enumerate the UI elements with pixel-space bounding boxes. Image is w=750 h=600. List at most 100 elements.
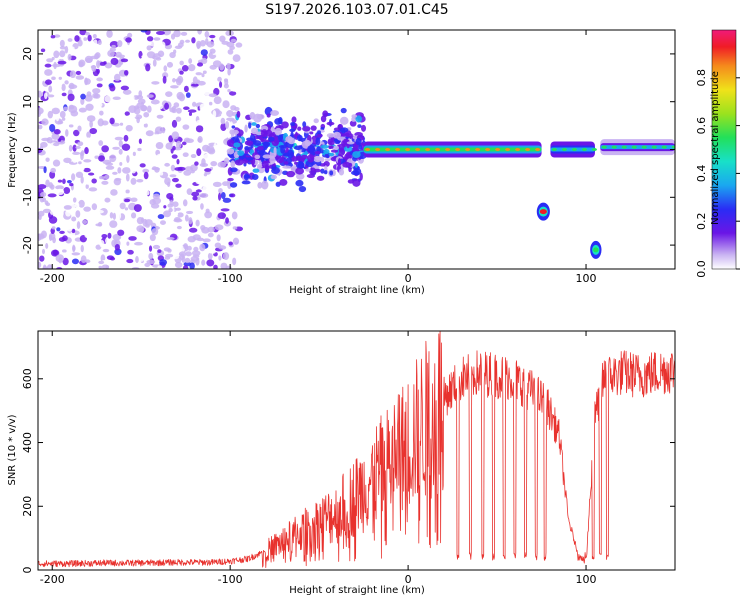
noise-blob bbox=[78, 199, 85, 208]
noise-blob bbox=[171, 112, 177, 118]
noise-blob bbox=[63, 161, 71, 169]
noise-blob bbox=[206, 259, 215, 267]
colorbar-tick-label: 0.4 bbox=[695, 165, 708, 183]
line-peak bbox=[385, 148, 391, 151]
band-blob bbox=[320, 115, 327, 123]
noise-blob bbox=[165, 142, 174, 150]
line-peak bbox=[425, 148, 431, 151]
noise-blob bbox=[229, 193, 236, 198]
noise-blob bbox=[92, 88, 101, 94]
noise-blob bbox=[105, 165, 115, 170]
noise-blob bbox=[218, 255, 222, 261]
band-blob bbox=[270, 174, 277, 180]
y-tick-label: 0 bbox=[21, 567, 34, 574]
noise-blob bbox=[207, 148, 216, 155]
line-peak bbox=[581, 148, 587, 151]
noise-blob bbox=[39, 255, 45, 262]
x-tick-label: -100 bbox=[218, 272, 243, 285]
noise-blob bbox=[74, 165, 80, 172]
noise-blob bbox=[139, 163, 146, 168]
noise-blob bbox=[199, 39, 206, 47]
noise-blob bbox=[73, 129, 80, 137]
noise-blob bbox=[46, 58, 54, 63]
band-blob bbox=[289, 128, 296, 132]
noise-blob bbox=[177, 212, 184, 218]
noise-blob bbox=[153, 37, 161, 41]
band-blob bbox=[352, 178, 361, 187]
noise-blob bbox=[182, 124, 190, 130]
band-blob bbox=[315, 137, 321, 146]
snr-y-ticks: 0 200 400 600 bbox=[21, 368, 675, 574]
band-blob bbox=[237, 150, 245, 156]
band-blob bbox=[354, 162, 358, 168]
noise-blob bbox=[166, 236, 175, 241]
noise-blob bbox=[183, 85, 189, 93]
band-blob bbox=[273, 146, 277, 156]
band-blob bbox=[355, 115, 362, 123]
noise-blob bbox=[126, 115, 136, 119]
noise-blob bbox=[53, 50, 60, 59]
noise-blob bbox=[38, 210, 45, 217]
noise-blob bbox=[195, 125, 204, 133]
line-peak bbox=[415, 148, 421, 151]
noise-blob bbox=[102, 248, 110, 253]
band-blob bbox=[232, 136, 240, 143]
noise-blob bbox=[140, 105, 148, 112]
noise-blob bbox=[124, 111, 130, 116]
noise-blob bbox=[179, 60, 184, 66]
noise-blob bbox=[161, 187, 166, 194]
noise-blob bbox=[184, 166, 194, 172]
band-blob bbox=[323, 148, 330, 155]
line-peak bbox=[601, 145, 607, 149]
noise-blob bbox=[207, 232, 214, 238]
noise-blob bbox=[179, 39, 185, 45]
noise-blob bbox=[127, 32, 133, 38]
band-blob bbox=[340, 107, 347, 114]
spectrogram-x-axis-label: Height of straight line (km) bbox=[289, 285, 425, 296]
y-tick-label: 0 bbox=[21, 146, 34, 153]
noise-blob bbox=[173, 30, 181, 38]
noise-blob bbox=[195, 257, 200, 266]
band-blob bbox=[357, 124, 362, 128]
line-peak bbox=[631, 145, 637, 149]
snr-x-axis-label: Height of straight line (km) bbox=[289, 585, 425, 596]
noise-blob bbox=[216, 234, 221, 242]
noise-blob bbox=[178, 251, 187, 257]
noise-blob bbox=[191, 250, 201, 256]
band-blob bbox=[248, 122, 252, 129]
band-blob bbox=[349, 133, 353, 139]
noise-blob bbox=[172, 201, 179, 208]
noise-blob bbox=[104, 197, 111, 203]
noise-blob bbox=[196, 237, 205, 242]
noise-blob bbox=[188, 111, 193, 116]
line-peak bbox=[495, 148, 501, 151]
spectrogram-feature bbox=[536, 202, 550, 221]
line-peak bbox=[405, 148, 411, 151]
noise-blob bbox=[137, 147, 142, 152]
noise-blob bbox=[184, 214, 189, 222]
band-blob bbox=[307, 145, 316, 153]
line-peak bbox=[551, 148, 557, 151]
spectrogram-feature bbox=[363, 141, 542, 158]
noise-blob bbox=[72, 197, 77, 203]
noise-blob bbox=[41, 137, 50, 142]
noise-blob bbox=[134, 241, 143, 246]
line-peak bbox=[435, 148, 441, 151]
noise-blob bbox=[189, 262, 195, 269]
band-blob bbox=[342, 161, 351, 168]
noise-blob bbox=[115, 51, 122, 58]
noise-blob bbox=[227, 177, 234, 182]
noise-blob bbox=[155, 103, 164, 110]
noise-blob bbox=[50, 167, 57, 173]
band-blob bbox=[270, 110, 280, 116]
noise-blob bbox=[151, 55, 161, 60]
noise-blob bbox=[83, 167, 91, 173]
colorbar-label: Normalized spectral amplitude bbox=[710, 71, 721, 225]
band-blob bbox=[262, 154, 272, 159]
noise-blob bbox=[168, 239, 177, 248]
noise-blob bbox=[85, 184, 89, 189]
noise-blob bbox=[67, 226, 73, 232]
noise-blob bbox=[117, 40, 123, 48]
band-blob bbox=[290, 122, 296, 127]
